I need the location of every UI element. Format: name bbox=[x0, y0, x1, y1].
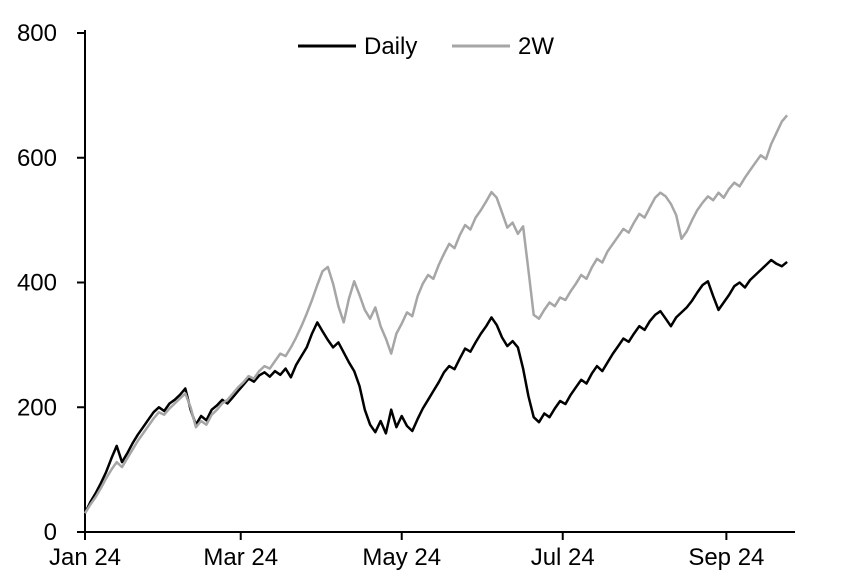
series-line-daily bbox=[83, 258, 788, 514]
x-axis-tick-label: Jan 24 bbox=[49, 544, 121, 571]
x-axis-tick-label: Sep 24 bbox=[688, 544, 764, 571]
y-axis-tick-label: 200 bbox=[17, 394, 57, 421]
legend-2w-label: 2W bbox=[518, 33, 554, 60]
series-line-2w bbox=[83, 114, 789, 514]
y-axis-tick-label: 800 bbox=[17, 20, 57, 47]
x-axis-tick-label: Mar 24 bbox=[203, 544, 278, 571]
y-axis-tick-label: 400 bbox=[17, 270, 57, 297]
x-axis-tick-label: May 24 bbox=[362, 544, 441, 571]
axes-group: 0 200 400 600 800 Jan 24 Mar 24 May 24 Jul 24 Sep… bbox=[17, 20, 795, 571]
legend-daily-label: Daily bbox=[364, 33, 417, 60]
y-axis-tick-label: 600 bbox=[17, 145, 57, 172]
y-axis-tick-label: 0 bbox=[44, 519, 57, 546]
plot-lines-group bbox=[83, 114, 789, 514]
legend: Daily 2W bbox=[298, 33, 554, 60]
x-axis-tick-label: Jul 24 bbox=[531, 544, 595, 571]
